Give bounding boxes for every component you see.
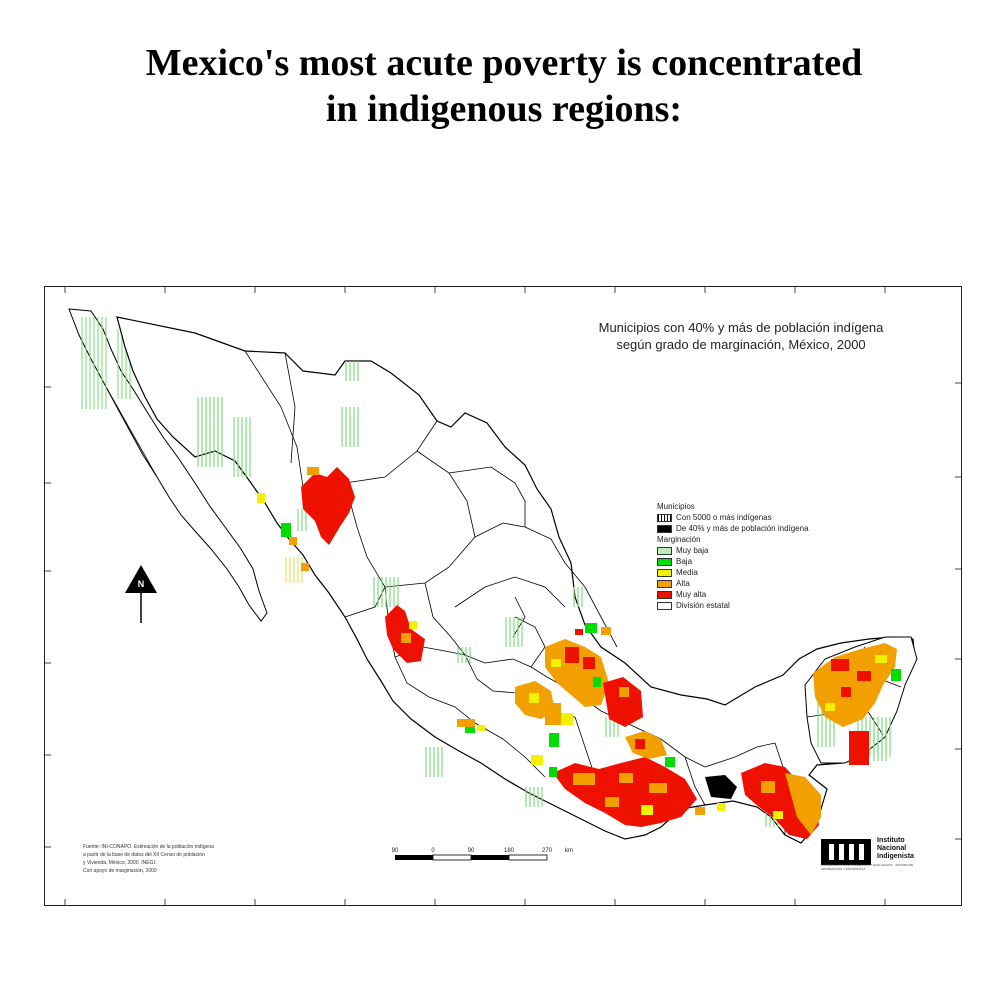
legend-item-media: Media	[657, 567, 887, 578]
legend-label: Con 5000 o más indígenas	[676, 513, 772, 522]
legend-swatch-division	[657, 601, 672, 610]
legend-item-muy-baja: Muy baja	[657, 545, 887, 556]
legend-swatch-media	[657, 568, 672, 577]
legend-label: Media	[676, 568, 698, 577]
legend-item-division-estatal: División estatal	[657, 600, 887, 611]
legend-swatch-black	[657, 524, 672, 533]
scale-bar: 90 0 90 180 270 km	[392, 848, 573, 861]
source-line-1: Fuente: INI-CONAPO. Estimación de la pob…	[83, 844, 214, 850]
legend-item-baja: Baja	[657, 556, 887, 567]
scale-tick-4: 270	[542, 848, 553, 854]
legend-item-muy-alta: Muy alta	[657, 589, 887, 600]
map-legend: Municipios Con 5000 o más indígenas De 4…	[657, 501, 887, 611]
north-arrow: N	[125, 565, 157, 623]
scale-tick-1: 0	[431, 848, 435, 854]
scale-tick-3: 180	[504, 848, 515, 854]
title-line-2: in indigenous regions:	[325, 88, 683, 130]
source-line-2: a partir de la base de datos del XII Cen…	[83, 852, 205, 858]
graticule-ticks	[45, 287, 961, 905]
map-heading-line-2: según grado de marginación, México, 2000	[616, 337, 866, 352]
legend-item-40pct: De 40% y más de población indígena	[657, 523, 887, 534]
zones-muy-baja	[195, 361, 891, 827]
zones-central-east	[515, 623, 643, 747]
map-frame: N 90 0 90 180 270 km Municipios con 40% …	[44, 286, 962, 906]
legend-label: Alta	[676, 579, 690, 588]
legend-section-municipios: Municipios	[657, 502, 695, 511]
legend-swatch-baja	[657, 557, 672, 566]
scale-tick-2: 90	[468, 848, 475, 854]
source-line-3: y Vivienda, México, 2000. INEGI.	[83, 860, 157, 866]
map-heading: Municipios con 40% y más de población in…	[541, 319, 941, 353]
ini-logo: Instituto Nacional Indigenista COORDINAC…	[821, 835, 931, 885]
legend-swatch-muy-baja	[657, 546, 672, 555]
ini-logo-mark	[821, 839, 871, 865]
legend-item-alta: Alta	[657, 578, 887, 589]
mainland-mexico	[116, 316, 916, 844]
logo-line-1: Instituto	[877, 837, 905, 844]
logo-line-3: Indigenista	[877, 853, 914, 860]
legend-section-marginacion: Marginación	[657, 535, 701, 544]
scale-unit: km	[565, 848, 573, 854]
zones-south	[531, 731, 821, 839]
zones-sinaloa	[257, 493, 309, 571]
zone-sierra-tarahumara	[301, 467, 355, 545]
source-line-4: Con apoyo de marginación, 2000	[83, 868, 157, 874]
legend-item-hatch: Con 5000 o más indígenas	[657, 512, 887, 523]
legend-label: De 40% y más de población indígena	[676, 524, 809, 533]
zones-yucatan	[813, 643, 901, 765]
north-label: N	[138, 579, 145, 589]
legend-swatch-muy-alta	[657, 590, 672, 599]
page-title: Mexico's most acute poverty is concentra…	[0, 40, 1008, 132]
legend-label: División estatal	[676, 601, 730, 610]
map-source-note: Fuente: INI-CONAPO. Estimación de la pob…	[83, 843, 293, 875]
legend-swatch-hatch	[657, 513, 672, 522]
legend-label: Muy baja	[676, 546, 709, 555]
map-heading-line-1: Municipios con 40% y más de población in…	[598, 320, 884, 335]
legend-label: Muy alta	[676, 590, 707, 599]
legend-swatch-alta	[657, 579, 672, 588]
zones-michoacan	[457, 719, 485, 733]
mexico-map: N 90 0 90 180 270 km	[45, 287, 961, 905]
logo-text: Instituto Nacional Indigenista	[877, 837, 914, 861]
legend-label: Baja	[676, 557, 693, 566]
logo-subtext: COORDINACIÓN DE PLANEACIÓN Y EVALUACIÓN …	[821, 863, 914, 871]
logo-line-2: Nacional	[877, 845, 907, 852]
title-line-1: Mexico's most acute poverty is concentra…	[145, 42, 863, 84]
scale-tick-0: 90	[392, 848, 399, 854]
